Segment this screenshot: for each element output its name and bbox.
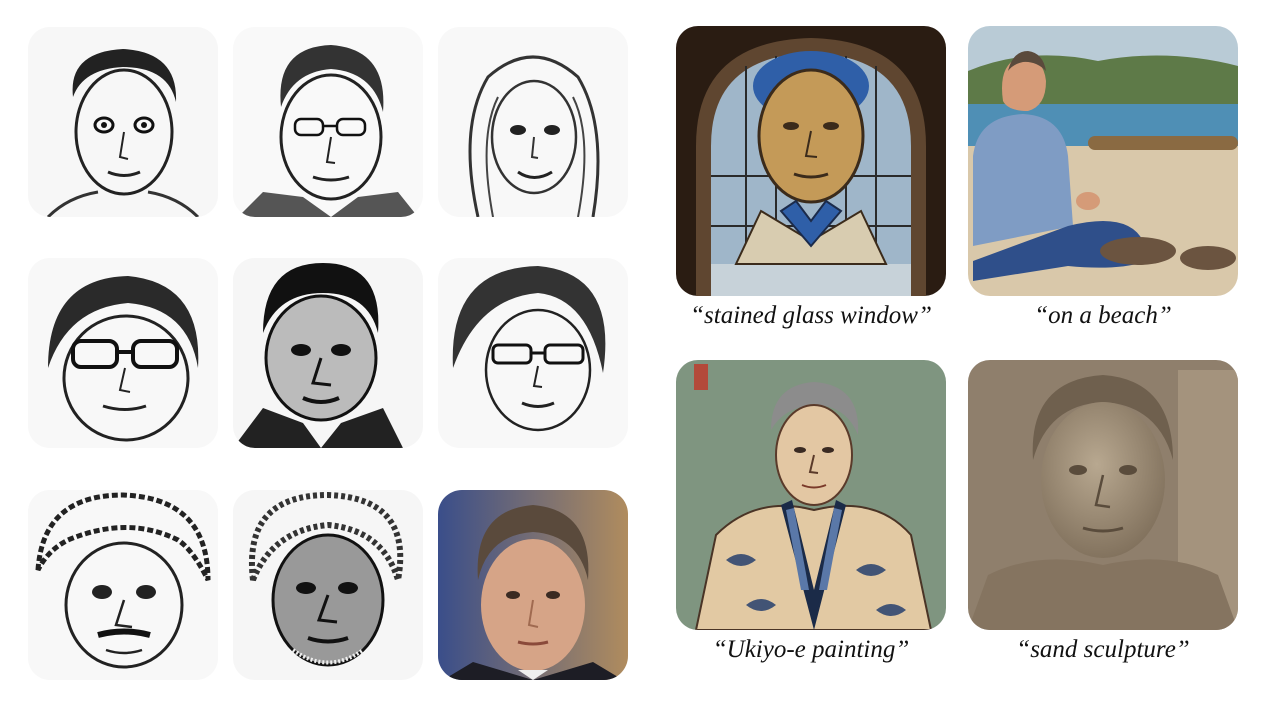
caption-beach: “on a beach” bbox=[1034, 302, 1172, 329]
caption-ukiyo-e: “Ukiyo-e painting” bbox=[712, 636, 910, 663]
reference-photo bbox=[438, 490, 628, 680]
reference-sketch-1 bbox=[28, 27, 218, 217]
reference-sketch-4 bbox=[28, 258, 218, 448]
result-ukiyo-e-image bbox=[676, 360, 946, 630]
reference-sketch-7 bbox=[28, 490, 218, 680]
reference-sketch-5 bbox=[233, 258, 423, 448]
result-beach-image bbox=[968, 26, 1238, 296]
result-sand-sculpture-image bbox=[968, 360, 1238, 630]
caption-stained-glass: “stained glass window” bbox=[690, 302, 932, 329]
caption-sand-sculpture: “sand sculpture” bbox=[1016, 636, 1190, 663]
reference-sketch-3 bbox=[438, 27, 628, 217]
reference-sketch-2 bbox=[233, 27, 423, 217]
reference-sketch-6 bbox=[438, 258, 628, 448]
result-stained-glass-image bbox=[676, 26, 946, 296]
reference-sketch-8 bbox=[233, 490, 423, 680]
